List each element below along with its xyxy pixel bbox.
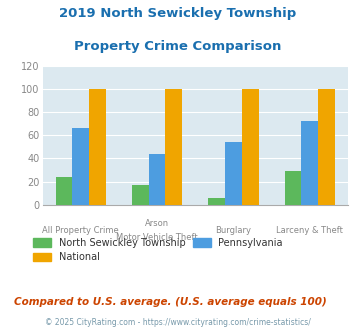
Bar	[225, 142, 242, 205]
Text: All Property Crime: All Property Crime	[42, 226, 119, 235]
Bar	[242, 89, 258, 205]
Bar	[165, 89, 182, 205]
Text: 2019 North Sewickley Township: 2019 North Sewickley Township	[59, 7, 296, 19]
Bar	[89, 89, 106, 205]
Bar	[149, 154, 165, 205]
Text: Motor Vehicle Theft: Motor Vehicle Theft	[116, 233, 198, 242]
Bar	[132, 185, 149, 205]
Text: Property Crime Comparison: Property Crime Comparison	[74, 40, 281, 52]
Legend: North Sewickley Township, National, Pennsylvania: North Sewickley Township, National, Penn…	[33, 238, 283, 262]
Text: Larceny & Theft: Larceny & Theft	[276, 226, 343, 235]
Bar	[208, 198, 225, 205]
Text: Arson: Arson	[145, 219, 169, 228]
Text: © 2025 CityRating.com - https://www.cityrating.com/crime-statistics/: © 2025 CityRating.com - https://www.city…	[45, 318, 310, 327]
Bar	[301, 121, 318, 205]
Text: Burglary: Burglary	[215, 226, 251, 235]
Bar	[56, 177, 72, 205]
Bar	[285, 171, 301, 205]
Bar	[318, 89, 335, 205]
Bar	[72, 128, 89, 205]
Text: Compared to U.S. average. (U.S. average equals 100): Compared to U.S. average. (U.S. average …	[14, 297, 327, 307]
